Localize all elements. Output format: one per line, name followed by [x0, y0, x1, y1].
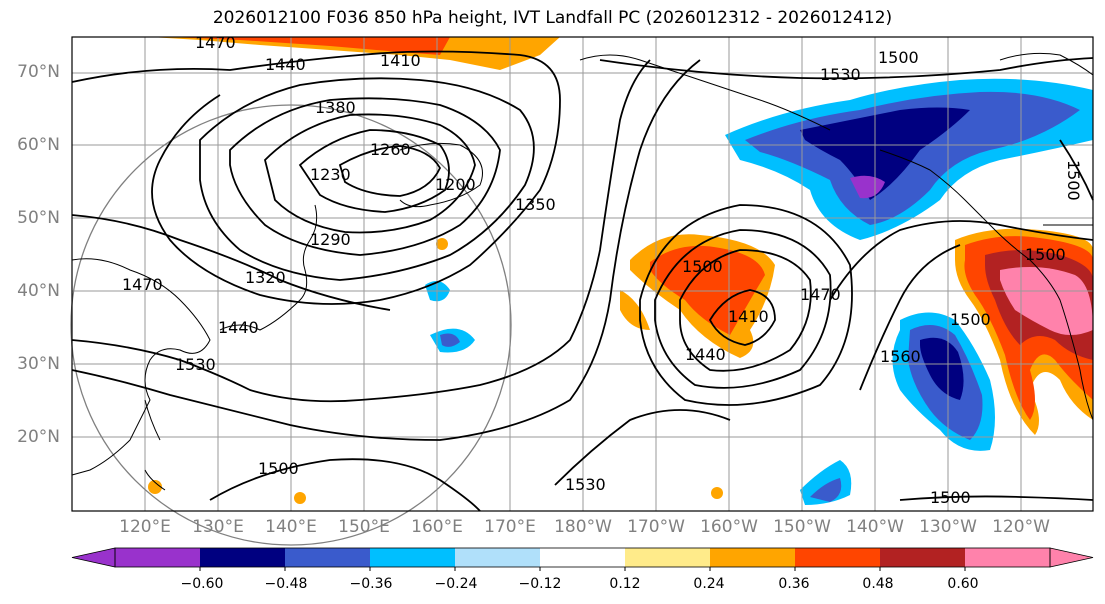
colorbar-extend-max — [1049, 547, 1094, 568]
lat-label: 50°N — [17, 208, 60, 228]
colorbar-tick-label: −0.36 — [349, 576, 393, 592]
colorbar-segment — [370, 548, 456, 567]
colorbar-tick-label: −0.60 — [180, 576, 224, 592]
map-frame — [71, 36, 1094, 512]
contour-label: 1560 — [880, 347, 921, 366]
contour-label: 1500 — [1064, 160, 1083, 201]
lon-label: 140°E — [265, 517, 317, 537]
colorbar-tick-label: 0.60 — [947, 576, 979, 592]
contour-label: 1530 — [565, 475, 606, 494]
contour-label: 1260 — [370, 140, 411, 159]
height-contours — [71, 50, 1094, 512]
colorbar-segment — [710, 548, 796, 567]
contour-label: 1410 — [380, 51, 421, 70]
contour-label: 1530 — [820, 65, 861, 84]
lat-label: 70°N — [17, 62, 60, 82]
colorbar-segment — [115, 548, 201, 567]
contour-label: 1410 — [728, 307, 769, 326]
colorbar-tick-label: −0.24 — [434, 576, 478, 592]
colorbar-segment — [625, 548, 711, 567]
coastlines — [71, 52, 1094, 491]
contour-label: 1440 — [265, 55, 306, 74]
map-title: 2026012100 F036 850 hPa height, IVT Land… — [212, 8, 893, 28]
lon-label: 170°W — [627, 517, 685, 537]
colorbar-segment — [455, 548, 541, 567]
colorbar-tick-label: 0.36 — [778, 576, 810, 592]
lon-label: 130°W — [919, 517, 977, 537]
contour-label: 1470 — [122, 275, 163, 294]
lat-label: 40°N — [17, 281, 60, 301]
shading-layer — [148, 37, 1093, 505]
contour-label: 1470 — [195, 33, 236, 52]
contour-label: 1500 — [258, 459, 299, 478]
lon-label: 120°E — [119, 517, 171, 537]
contour-label: 1500 — [930, 488, 971, 507]
contour-label: 1230 — [310, 165, 351, 184]
colorbar-segment — [285, 548, 371, 567]
colorbar-segment — [200, 548, 286, 567]
contour-label: 1350 — [515, 195, 556, 214]
colorbar-tick-label: 0.12 — [609, 576, 641, 592]
lon-label: 120°W — [992, 517, 1050, 537]
contour-label: 1380 — [315, 98, 356, 117]
contour-label: 1320 — [245, 268, 286, 287]
lon-label: 150°W — [773, 517, 831, 537]
contour-label-layer: 1470 1440 1410 1380 1260 1230 1200 1350 … — [122, 33, 1083, 507]
colorbar-segment — [795, 548, 881, 567]
colorbar-tick-label: −0.12 — [518, 576, 562, 592]
contour-label: 1290 — [310, 230, 351, 249]
colorbar — [71, 547, 1094, 571]
contour-label: 1530 — [175, 355, 216, 374]
lat-label: 60°N — [17, 135, 60, 155]
colorbar-segment — [880, 548, 966, 567]
contour-label: 1200 — [435, 175, 476, 194]
lat-label: 30°N — [17, 354, 60, 374]
lat-label: 20°N — [17, 427, 60, 447]
colorbar-frame — [114, 547, 1051, 568]
contour-label: 1500 — [682, 257, 723, 276]
colorbar-segment — [965, 548, 1051, 567]
lon-label: 160°W — [700, 517, 758, 537]
colorbar-segment — [540, 548, 626, 567]
lon-label: 130°E — [192, 517, 244, 537]
lon-label: 160°E — [411, 517, 463, 537]
colorbar-tick-label: 0.24 — [693, 576, 725, 592]
colorbar-tick-label: −0.48 — [264, 576, 308, 592]
contour-label: 1440 — [685, 345, 726, 364]
colorbar-tick-label: 0.48 — [862, 576, 894, 592]
contour-label: 1500 — [950, 310, 991, 329]
lon-label: 170°E — [484, 517, 536, 537]
lon-label: 140°W — [846, 517, 904, 537]
landfall-region-circle — [70, 104, 512, 546]
colorbar-extend-min — [71, 547, 116, 568]
contour-label: 1500 — [1025, 245, 1066, 264]
graticule — [71, 37, 1093, 511]
lon-label: 180°W — [554, 517, 612, 537]
contour-label: 1500 — [878, 48, 919, 67]
lon-label: 150°E — [338, 517, 390, 537]
contour-label: 1470 — [800, 285, 841, 304]
contour-label: 1440 — [218, 318, 259, 337]
